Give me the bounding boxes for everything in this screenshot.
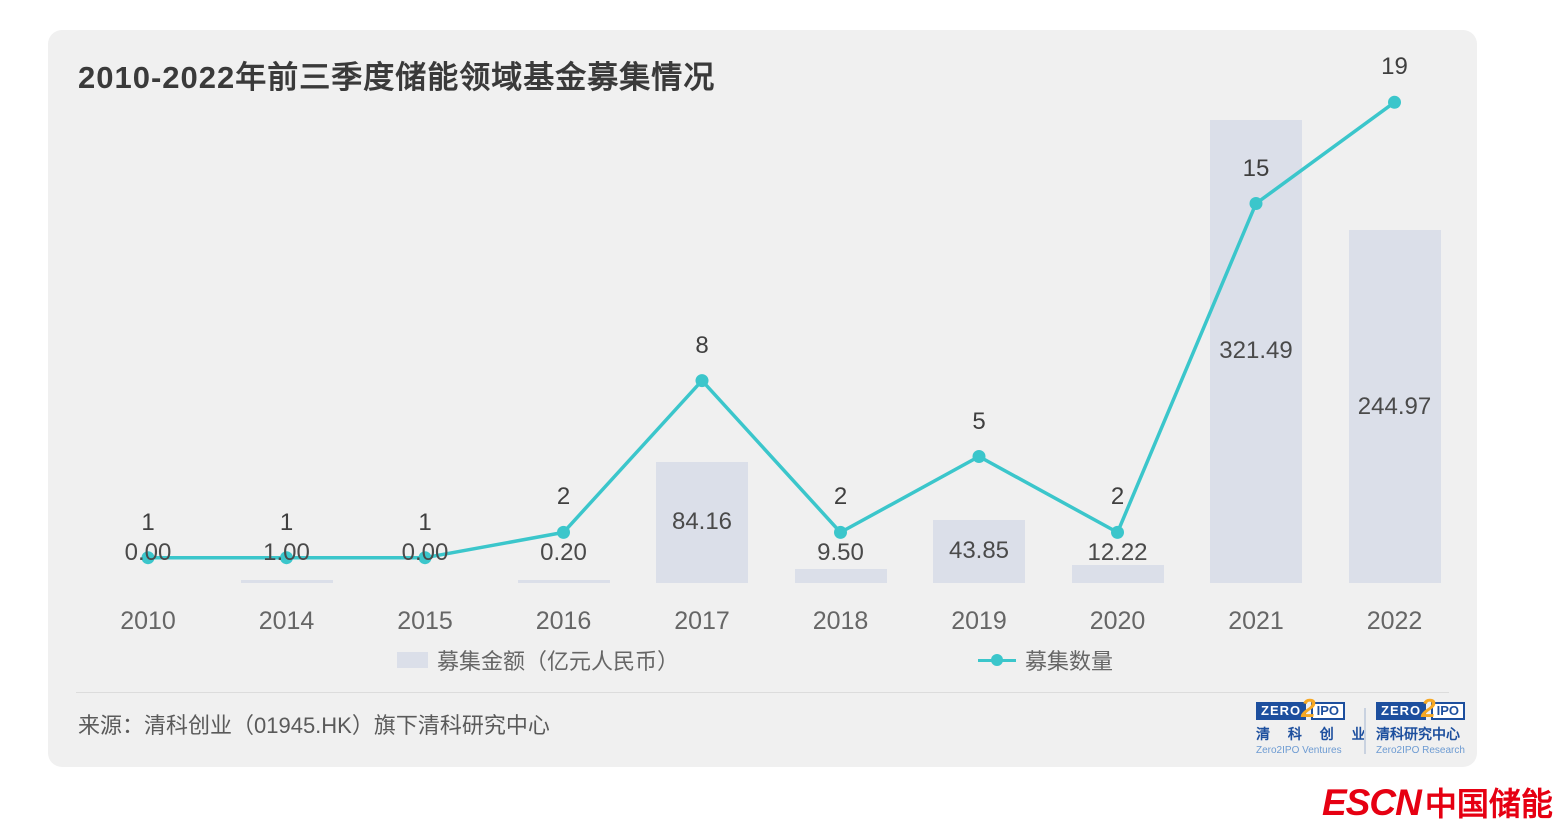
amount-value-label: 244.97 xyxy=(1357,392,1432,420)
count-value-label: 15 xyxy=(1242,154,1270,182)
zero2ipo-logo-icon: ZERO 2 IPO xyxy=(1376,693,1465,723)
chart-title: 2010-2022年前三季度储能领域基金募集情况 xyxy=(78,60,716,95)
zero2ipo-logo-icon: ZERO 2 IPO xyxy=(1256,693,1345,723)
x-tick-label: 2021 xyxy=(1228,607,1284,635)
x-tick-label: 2016 xyxy=(535,607,592,635)
count-value-label: 8 xyxy=(695,331,709,359)
count-value-label: 1 xyxy=(279,508,294,536)
count-value-label: 2 xyxy=(1110,483,1125,511)
amount-value-label: 0.00 xyxy=(124,539,172,566)
x-tick-label: 2014 xyxy=(258,607,315,635)
x-tick-label: 2019 xyxy=(951,607,1007,635)
line-point xyxy=(1111,525,1124,539)
amount-value-label: 0.20 xyxy=(540,539,587,566)
amount-value-label: 9.50 xyxy=(817,539,864,566)
logo-en-name: Zero2IPO Research xyxy=(1376,745,1465,756)
x-tick-label: 2022 xyxy=(1366,607,1423,635)
logo-en-name: Zero2IPO Ventures xyxy=(1256,745,1342,756)
line-point xyxy=(695,374,709,388)
count-value-label: 1 xyxy=(418,508,432,536)
logo-separator xyxy=(1364,708,1366,754)
line-point xyxy=(1388,95,1401,109)
amount-value-label: 1.00 xyxy=(263,539,310,566)
logo-two-digit: 2 xyxy=(1301,693,1316,723)
legend-item-count: 募集数量 xyxy=(978,644,1113,676)
zero2ipo-research-logo: ZERO 2 IPO 清科研究中心 Zero2IPO Research xyxy=(1376,693,1465,756)
count-value-label: 19 xyxy=(1381,53,1408,81)
logo-two-digit: 2 xyxy=(1421,693,1436,723)
amount-value-label: 43.85 xyxy=(948,537,1010,565)
escn-watermark: ESCN 中国储能网 xyxy=(1322,779,1563,828)
x-tick-label: 2018 xyxy=(812,607,869,635)
amount-bar xyxy=(240,580,333,583)
line-point xyxy=(972,450,986,463)
amount-value-label: 0.00 xyxy=(401,539,449,566)
amount-value-label: 12.22 xyxy=(1087,539,1148,566)
x-tick-label: 2010 xyxy=(120,607,176,635)
logo-ipo-box: IPO xyxy=(1310,702,1345,720)
amount-value-label: 321.49 xyxy=(1219,337,1293,365)
amount-value-label: 84.16 xyxy=(671,508,733,536)
count-value-label: 1 xyxy=(141,508,155,536)
amount-bar xyxy=(517,580,610,583)
logo-zero-box: ZERO xyxy=(1376,702,1427,720)
escn-site-name: 中国储能网 xyxy=(1424,786,1553,822)
chart-plot-area: 2010 0.00 1 2014 1.00 1 2015 0.00 1 2016 0.20 2 2017… xyxy=(48,30,1477,640)
count-value-label: 2 xyxy=(556,483,571,511)
line-dot-swatch-icon xyxy=(978,653,1016,667)
bar-swatch-icon xyxy=(397,652,428,668)
source-attribution: 来源：清科创业（01945.HK）旗下清科研究中心 xyxy=(78,713,550,738)
logo-cn-name: 清科研究中心 xyxy=(1376,726,1460,742)
x-tick-label: 2015 xyxy=(397,607,453,635)
line-point xyxy=(834,525,847,539)
legend-label-count: 募集数量 xyxy=(1025,649,1114,674)
logo-ipo-box: IPO xyxy=(1430,702,1465,720)
footer-divider xyxy=(76,692,1449,693)
x-tick-label: 2020 xyxy=(1089,607,1146,635)
count-value-label: 5 xyxy=(972,407,986,435)
count-value-label: 2 xyxy=(833,483,848,511)
x-tick-label: 2017 xyxy=(674,607,730,635)
chart-card: 2010-2022年前三季度储能领域基金募集情况 2010 0.00 1 2014 1.… xyxy=(48,30,1477,767)
logo-cn-name: 清 科 创 业 xyxy=(1256,726,1373,742)
logo-zero-box: ZERO xyxy=(1256,702,1307,720)
escn-abbr: ESCN xyxy=(1322,782,1422,823)
legend-label-amount: 募集金额（亿元人民币） xyxy=(437,649,680,674)
zero2ipo-ventures-logo: ZERO 2 IPO 清 科 创 业 Zero2IPO Ventures xyxy=(1256,693,1373,756)
amount-bar xyxy=(1071,565,1164,583)
amount-bar xyxy=(794,569,887,583)
legend-item-amount: 募集金额（亿元人民币） xyxy=(397,644,679,676)
line-point xyxy=(557,525,570,539)
